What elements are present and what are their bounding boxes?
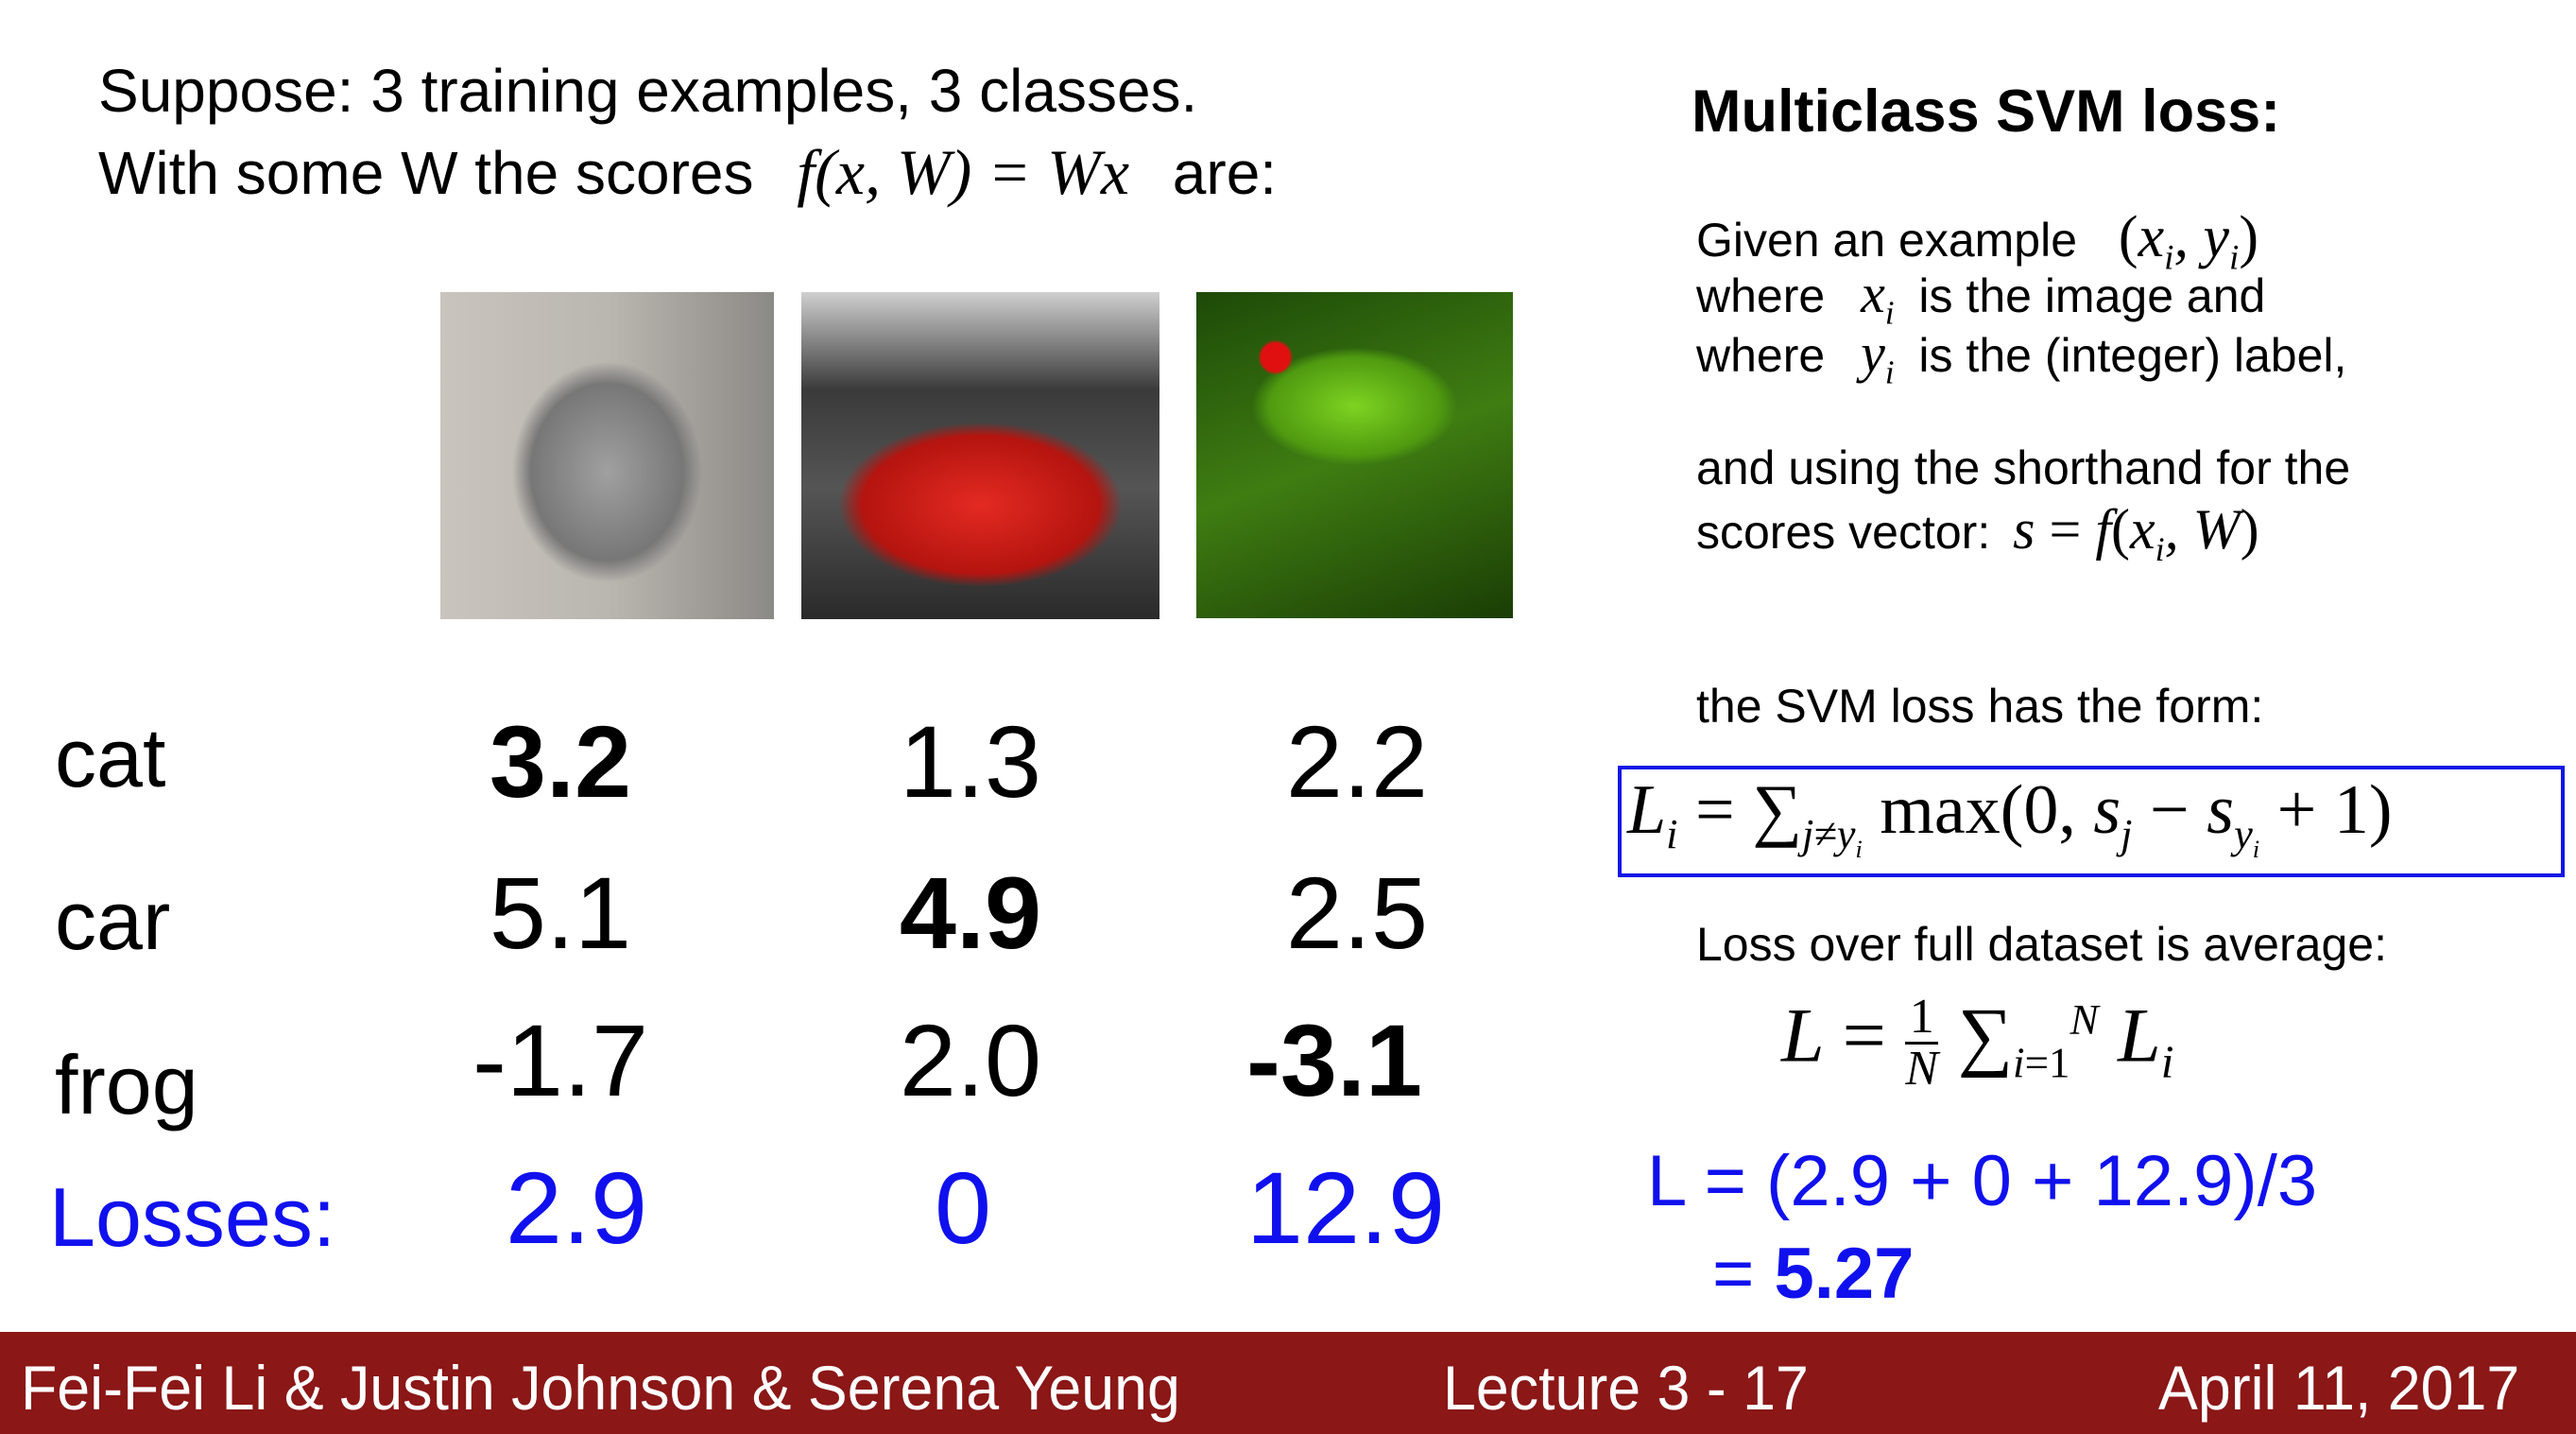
footer-lecture: Lecture 3 - 17 (1443, 1353, 1809, 1423)
score-car-frog: 2.0 (899, 1003, 1042, 1117)
score-frog-frog: -3.1 (1245, 1003, 1423, 1117)
shorthand-line-1: and using the shorthand for the (1696, 441, 2351, 494)
where-y-line: where yi is the (integer) label, (1696, 326, 2346, 389)
frog-image (1196, 292, 1513, 618)
loss-frog: 12.9 (1245, 1150, 1446, 1265)
intro-line-1: Suppose: 3 training examples, 3 classes. (98, 57, 1198, 125)
score-car-cat: 1.3 (899, 704, 1042, 819)
car-image (801, 292, 1159, 619)
score-car-car: 4.9 (899, 855, 1042, 970)
loss-car: 0 (934, 1150, 992, 1265)
intro-text: With some W the scores (98, 139, 754, 207)
footer-bar: Fei-Fei Li & Justin Johnson & Serena Yeu… (0, 1332, 2576, 1434)
scores-vector-math: s = f(xi, W) (2013, 498, 2259, 568)
loss-average-text: Loss over full dataset is average: (1696, 918, 2387, 971)
where-x-line: where xi is the image and (1696, 267, 2265, 330)
where-text: where (1696, 269, 1826, 322)
intro-text-suffix: are: (1172, 139, 1278, 207)
loss-result-value: 5.27 (1774, 1234, 1915, 1314)
where-text: where (1696, 329, 1826, 382)
section-title: Multiclass SVM loss: (1692, 78, 2281, 145)
svm-form-text: the SVM loss has the form: (1696, 680, 2264, 733)
score-frog-cat: 2.2 (1285, 704, 1429, 819)
svm-loss-formula: Li = ∑j≠yi max(0, sj − syi + 1) (1627, 771, 2393, 863)
shorthand-text: scores vector: (1696, 506, 1991, 559)
score-cat-frog: -1.7 (472, 1003, 649, 1117)
score-cat-cat: 3.2 (489, 704, 632, 819)
row-label-car: car (55, 873, 171, 967)
footer-date: April 11, 2017 (2158, 1353, 2520, 1423)
equals-sign: = (1712, 1234, 1755, 1314)
cat-image (440, 292, 774, 619)
score-formula: f(x, W) = Wx (797, 136, 1130, 208)
score-frog-car: 2.5 (1285, 855, 1429, 970)
row-label-cat: cat (55, 711, 166, 804)
x-i-math: xi (1861, 263, 1895, 332)
example-pair-math: (xi, yi) (2118, 205, 2258, 278)
where-y-rest: is the (integer) label, (1918, 329, 2347, 382)
shorthand-line-2: scores vector: s = f(xi, W) (1696, 501, 2259, 566)
score-cat-car: 5.1 (489, 855, 632, 970)
loss-cat: 2.9 (505, 1150, 648, 1265)
given-line: Given an example (xi, yi) (1696, 208, 2258, 276)
intro-line-2: With some W the scores f(x, W) = Wx are: (98, 140, 1277, 204)
losses-label: Losses: (49, 1170, 336, 1264)
y-i-math: yi (1861, 322, 1895, 391)
where-x-rest: is the image and (1918, 269, 2266, 322)
row-label-frog: frog (55, 1038, 198, 1132)
given-text: Given an example (1696, 214, 2078, 267)
loss-result: = 5.27 (1712, 1238, 1914, 1310)
footer-authors: Fei-Fei Li & Justin Johnson & Serena Yeu… (21, 1353, 1180, 1423)
loss-calculation: L = (2.9 + 0 + 12.9)/3 (1647, 1141, 2318, 1221)
svm-loss-formula-box: Li = ∑j≠yi max(0, sj − syi + 1) (1618, 766, 2565, 877)
